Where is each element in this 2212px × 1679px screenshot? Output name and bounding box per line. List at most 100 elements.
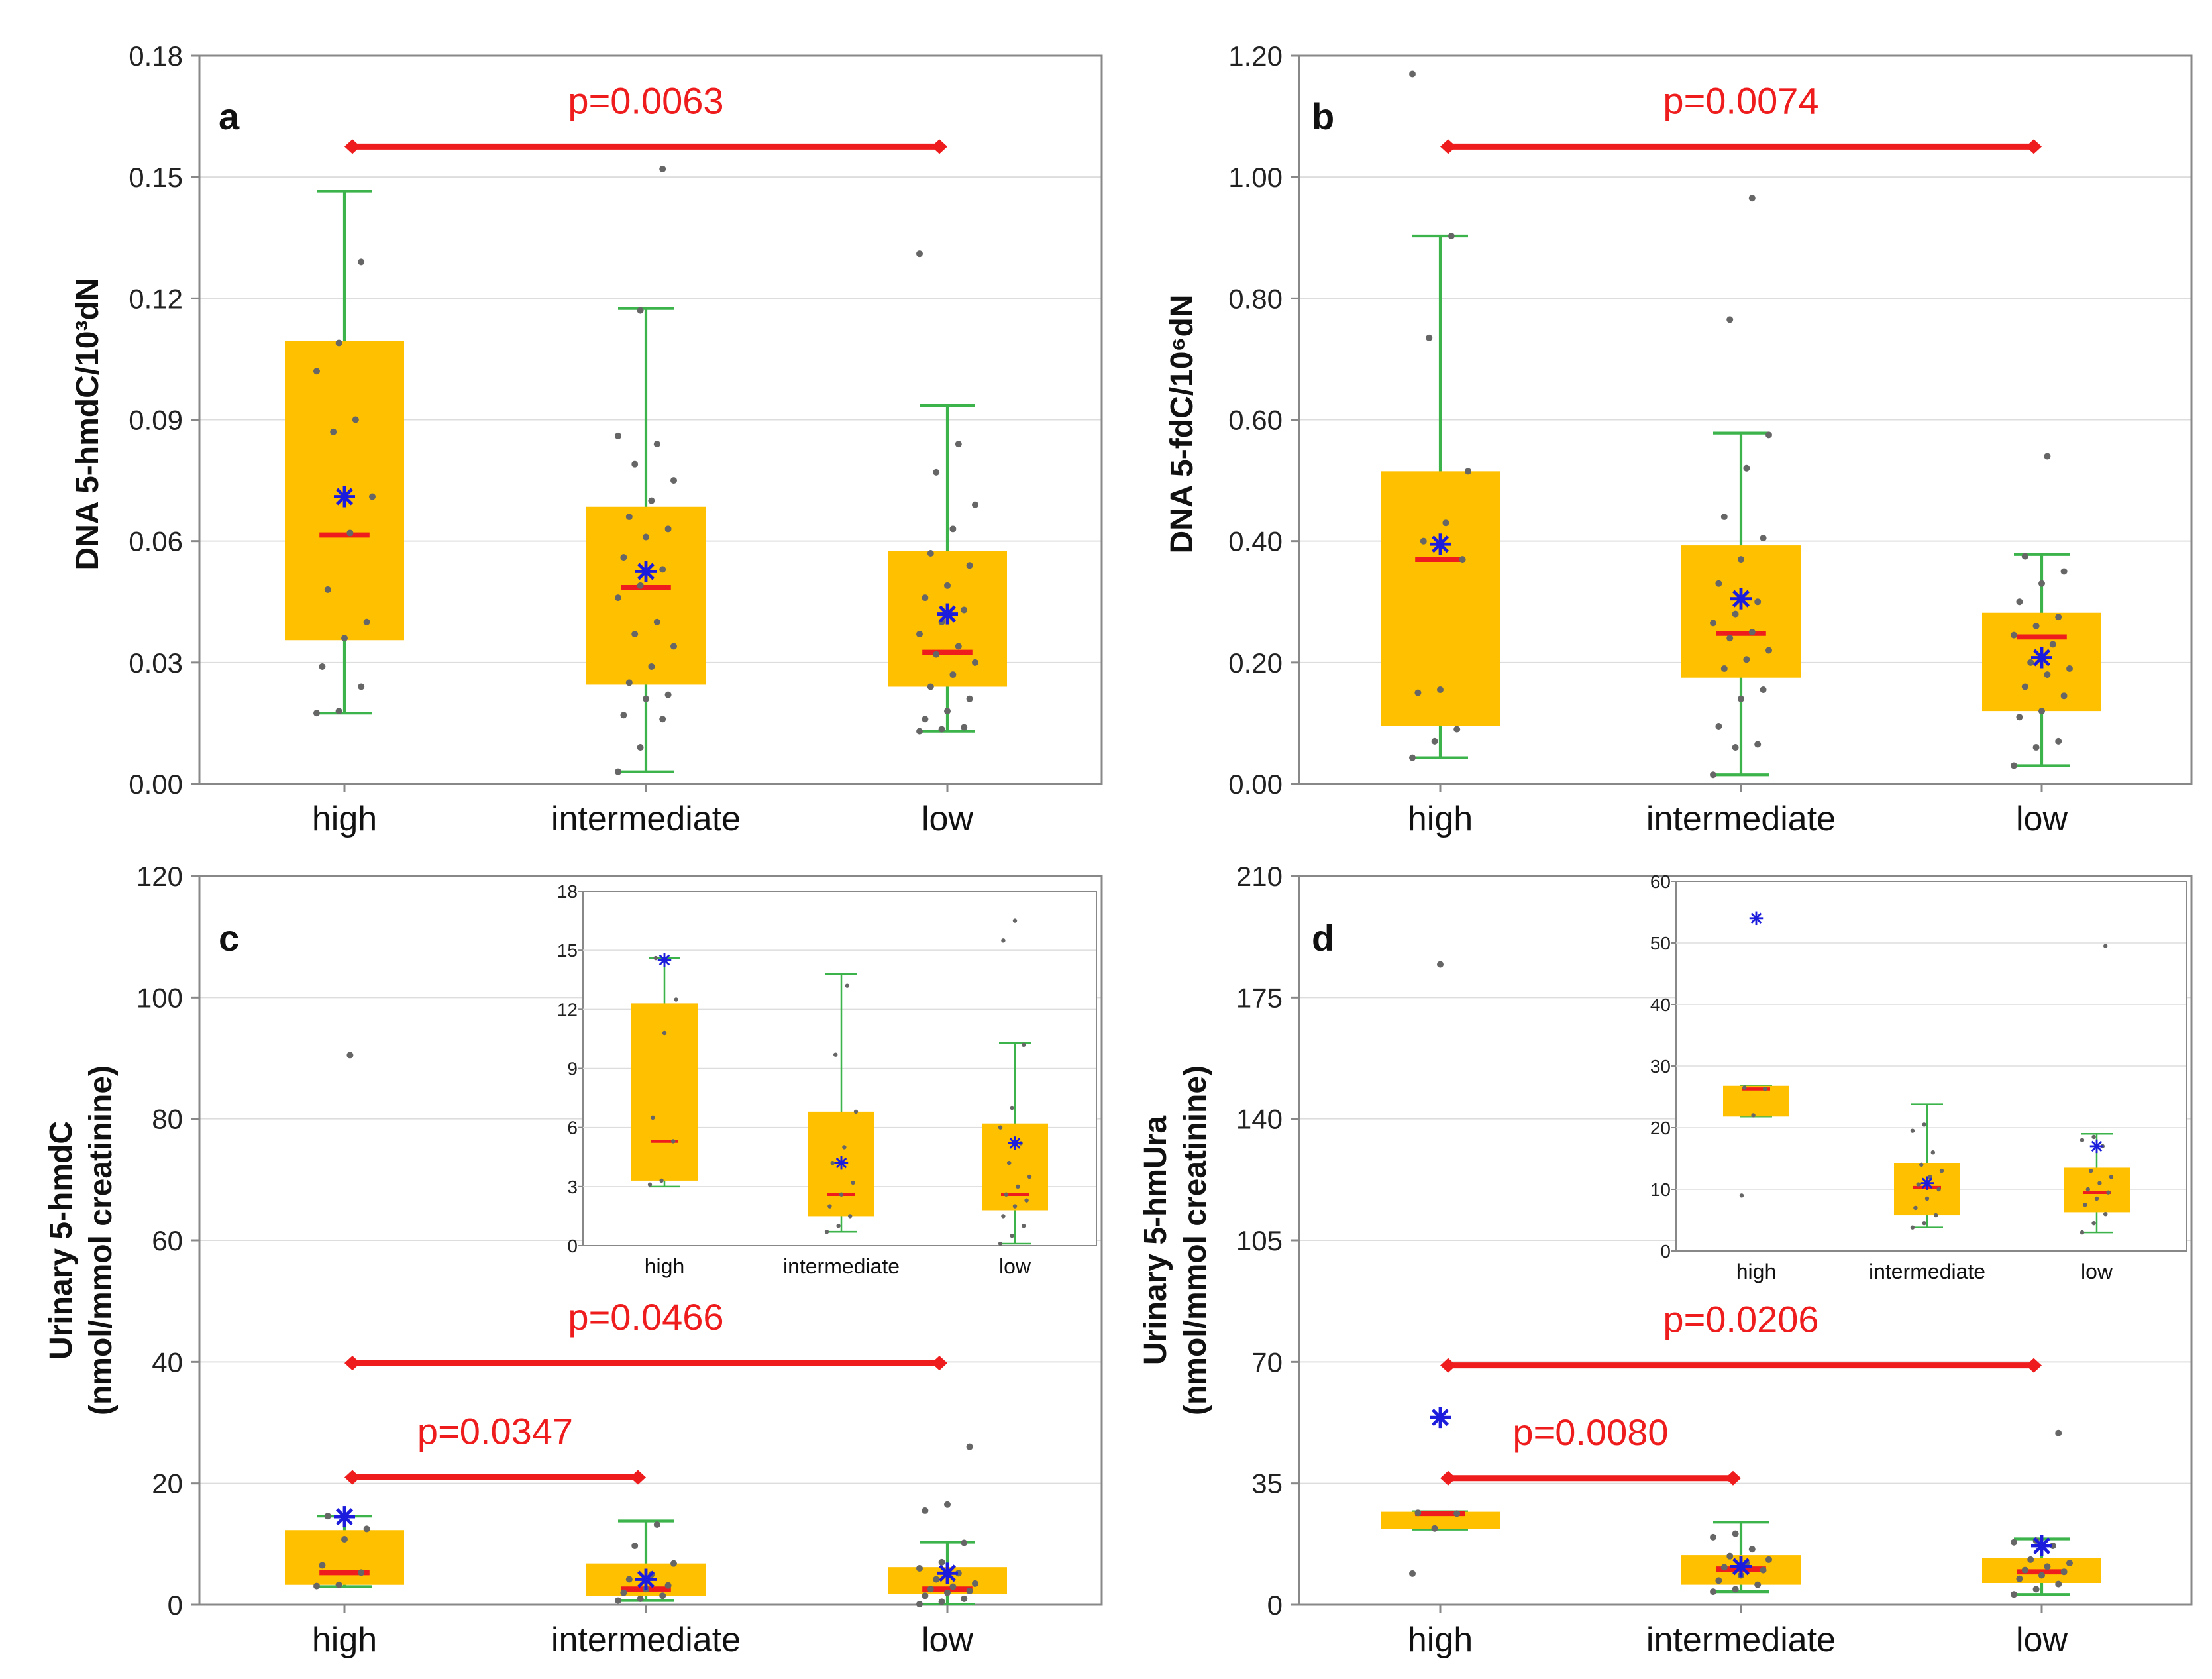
data-point	[1916, 1182, 1921, 1187]
data-point	[647, 1182, 653, 1187]
bracket-end-right	[1725, 1470, 1741, 1486]
box-group-high	[1381, 961, 1500, 1577]
data-point	[1934, 1213, 1938, 1218]
mean-marker-arm	[2032, 1537, 2051, 1554]
data-point	[615, 1597, 621, 1604]
data-point	[653, 955, 658, 961]
data-point	[335, 708, 342, 715]
data-point	[313, 710, 320, 717]
inset-y-tick-label: 3	[567, 1177, 578, 1197]
data-point	[922, 594, 929, 602]
data-point	[927, 1586, 934, 1593]
data-point	[2016, 1575, 2023, 1582]
data-point	[853, 1109, 859, 1114]
data-point	[922, 1592, 929, 1599]
data-point	[637, 744, 644, 751]
data-point	[2038, 580, 2045, 587]
data-point	[637, 1595, 644, 1602]
box-group-low	[1982, 1429, 2101, 1598]
bracket-end-left	[344, 1470, 360, 1485]
data-point	[664, 1582, 672, 1589]
data-point	[2011, 1539, 2017, 1546]
data-point	[643, 533, 649, 541]
data-point	[346, 1052, 354, 1059]
y-tick-label: 1.00	[1228, 162, 1283, 193]
data-point	[671, 1139, 676, 1144]
x-category-label: intermediate	[551, 1621, 741, 1659]
data-point	[1743, 464, 1750, 472]
data-point	[670, 643, 677, 650]
data-point	[1922, 1122, 1926, 1127]
data-point	[1732, 1530, 1739, 1537]
y-tick-label: 70	[1251, 1346, 1283, 1378]
data-point	[664, 691, 672, 698]
data-point	[1732, 744, 1739, 751]
data-point	[2016, 598, 2023, 606]
box-group-intermediate	[586, 1519, 706, 1604]
significance-bracket: p=0.0063	[344, 80, 947, 154]
iqr-box	[2064, 1167, 2130, 1213]
mean-marker	[1749, 911, 1764, 926]
y-axis-label: DNA 5-hmdC/10³dN	[70, 278, 105, 570]
data-point	[1726, 635, 1734, 642]
data-point	[1763, 1087, 1767, 1091]
y-axis-label: DNA 5-fdC/10⁶dN	[1165, 294, 1200, 553]
data-point	[1919, 1162, 1924, 1167]
bracket-end-left	[344, 1356, 360, 1371]
data-point	[916, 250, 923, 258]
data-point	[916, 1565, 923, 1572]
mean-marker	[1730, 1556, 1752, 1578]
y-axis-label-line: Urinary 5-hmdC	[44, 1121, 79, 1360]
bracket-end-right	[2026, 139, 2042, 154]
inset-y-tick-label: 18	[557, 881, 578, 902]
y-tick-label: 0.18	[129, 40, 183, 72]
data-point	[961, 1595, 968, 1602]
data-point	[659, 566, 666, 573]
significance-bracket: p=0.0347	[344, 1411, 646, 1485]
iqr-box	[1381, 471, 1500, 726]
p-value-label: p=0.0063	[568, 80, 723, 121]
mean-marker	[2089, 1139, 2104, 1154]
data-point	[2011, 631, 2017, 639]
data-point	[341, 1536, 348, 1543]
mean-marker	[334, 486, 355, 508]
data-point	[1710, 1533, 1716, 1541]
data-point	[827, 1204, 832, 1209]
x-category-label: low	[922, 800, 973, 838]
data-point	[1765, 647, 1772, 654]
data-point	[916, 1601, 923, 1608]
data-point	[1922, 1220, 1926, 1226]
y-tick-label: 0.00	[129, 769, 183, 800]
mean-marker-arm	[1431, 535, 1449, 553]
mean-marker	[1730, 588, 1752, 610]
data-point	[1910, 1128, 1915, 1133]
panel-letter: d	[1312, 917, 1334, 959]
y-tick-label: 0.00	[1228, 769, 1283, 800]
significance-bracket: p=0.0080	[1440, 1411, 1741, 1486]
significance-bracket: p=0.0074	[1440, 80, 2042, 154]
data-point	[1743, 656, 1750, 663]
data-point	[1760, 1566, 1767, 1574]
x-category-label: high	[1408, 1621, 1473, 1659]
data-point	[1409, 754, 1416, 761]
data-point	[842, 1145, 847, 1150]
data-point	[916, 728, 923, 735]
panel-d: 0 35 70 105 140 175 210 high intermediate low Urin…	[1138, 861, 2193, 1659]
data-point	[2032, 1586, 2040, 1593]
mean-marker	[1430, 533, 1451, 555]
data-point	[1710, 620, 1716, 627]
p-value-label: p=0.0206	[1663, 1299, 1818, 1340]
data-point	[1437, 961, 1444, 968]
p-value-label: p=0.0347	[417, 1411, 573, 1452]
data-point	[335, 1581, 342, 1588]
inset-chart: 0 3 6 9 12 15 18 high intermediate low	[557, 881, 1097, 1278]
data-point	[955, 441, 962, 448]
data-point	[643, 695, 649, 702]
data-point	[659, 165, 666, 172]
data-point	[933, 651, 940, 658]
x-category-label: low	[2016, 1621, 2068, 1659]
mean-marker-arm	[1009, 1138, 1021, 1149]
data-point	[2055, 1580, 2062, 1588]
data-point	[966, 1587, 973, 1594]
data-point	[1760, 686, 1767, 694]
